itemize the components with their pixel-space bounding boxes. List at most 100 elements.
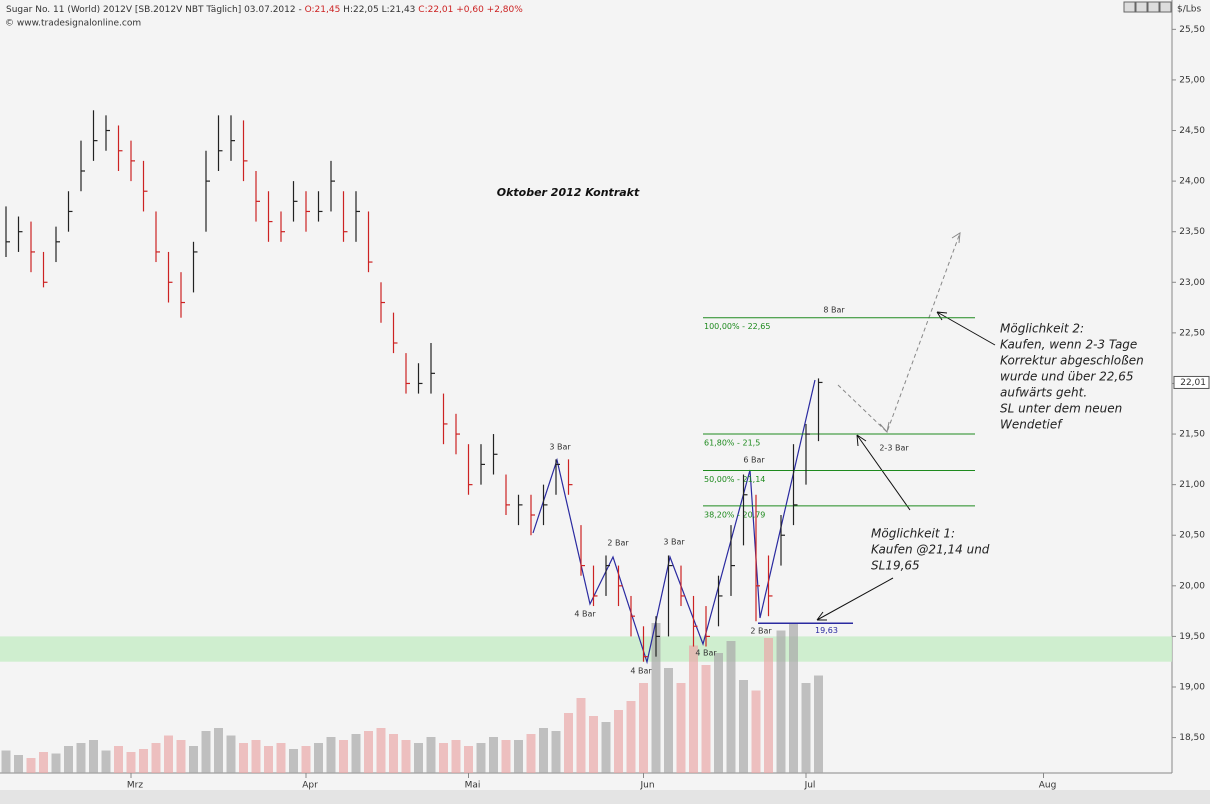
note-line: Möglichkeit 2: bbox=[1000, 322, 1084, 336]
volume-bar bbox=[76, 743, 86, 773]
volume-bar bbox=[601, 722, 611, 773]
volume-bar bbox=[239, 743, 248, 773]
volume-bar bbox=[476, 743, 486, 773]
volume-bar bbox=[776, 630, 786, 773]
x-tick-label: Jul bbox=[804, 781, 816, 791]
y-tick-label: 22,50 bbox=[1179, 328, 1205, 338]
volume-bar bbox=[114, 746, 123, 773]
volume-bar bbox=[526, 734, 536, 773]
volume-bar bbox=[189, 746, 198, 773]
projection bbox=[837, 232, 961, 433]
header-segment: Sugar No. 11 (World) 2012V [SB.2012V NBT… bbox=[6, 5, 305, 15]
volume-bar bbox=[464, 746, 473, 773]
volume-bar bbox=[739, 680, 748, 773]
bar-count-label: 2-3 Bar bbox=[879, 444, 909, 453]
volume-bar bbox=[226, 735, 236, 773]
volume-bar bbox=[676, 683, 686, 773]
volume-bar bbox=[301, 746, 311, 773]
bar-count-label: 4 Bar bbox=[630, 667, 652, 676]
note-line: aufwärts geht. bbox=[1000, 386, 1087, 400]
volume-bar bbox=[764, 638, 773, 773]
volume-bar bbox=[151, 743, 161, 773]
volume-bar bbox=[514, 740, 523, 773]
y-tick-label: 19,00 bbox=[1179, 682, 1205, 692]
y-tick-label: 23,50 bbox=[1179, 227, 1205, 237]
x-tick-label: Aug bbox=[1039, 781, 1057, 791]
volume-bar bbox=[314, 743, 323, 773]
volume-bar bbox=[401, 740, 411, 773]
volume-bar bbox=[726, 641, 736, 773]
note-line: Wendetief bbox=[1000, 418, 1063, 432]
stop-label: 19,63 bbox=[815, 626, 838, 635]
x-tick-label: Jun bbox=[639, 781, 654, 791]
volume-bar bbox=[751, 690, 761, 773]
fib-label: 38,20% - 20,79 bbox=[704, 510, 765, 519]
volume-bar bbox=[364, 731, 373, 773]
support-zone bbox=[0, 636, 1172, 662]
volume-bar bbox=[714, 653, 723, 773]
header-segment: H:22,05 L:21,43 bbox=[340, 5, 418, 15]
volume-bar bbox=[814, 675, 823, 773]
y-tick-label: 21,50 bbox=[1179, 430, 1205, 440]
volume-bar bbox=[576, 698, 586, 773]
y-tick-label: 19,50 bbox=[1179, 632, 1205, 642]
y-tick-label: 23,00 bbox=[1179, 278, 1205, 288]
x-tick-label: Mai bbox=[465, 781, 481, 791]
volume-bar bbox=[389, 734, 398, 773]
volume-bar bbox=[64, 746, 73, 773]
volume-bar bbox=[489, 737, 498, 773]
volume-bar bbox=[339, 740, 348, 773]
volume-bar bbox=[501, 740, 511, 773]
button-right[interactable] bbox=[1135, 1, 1148, 13]
x-tick-label: Apr bbox=[302, 781, 318, 791]
volume-bar bbox=[14, 755, 23, 773]
bar-count-label: 4 Bar bbox=[695, 649, 717, 658]
volume-bar bbox=[789, 623, 798, 773]
y-tick-label: 25,50 bbox=[1179, 25, 1205, 35]
note-line: Möglichkeit 1: bbox=[871, 527, 955, 541]
y-tick-label: 25,00 bbox=[1179, 75, 1205, 85]
volume-bar bbox=[326, 737, 336, 773]
volume-bar bbox=[51, 753, 61, 773]
volume-bar bbox=[351, 734, 361, 773]
volume-bar bbox=[39, 752, 48, 773]
volume-bar bbox=[564, 713, 573, 773]
projection-arrowheads bbox=[879, 232, 961, 434]
bar-count-label: 3 Bar bbox=[663, 538, 685, 547]
note-line: Korrektur abgeschloßen bbox=[1000, 354, 1144, 368]
volume-bar bbox=[126, 752, 136, 773]
volume-bar bbox=[26, 758, 36, 773]
y-tick-label: 20,00 bbox=[1179, 581, 1205, 591]
button-left[interactable] bbox=[1123, 1, 1136, 13]
window-buttons[interactable] bbox=[1123, 1, 1172, 13]
last-price-box bbox=[1173, 375, 1210, 389]
fib-label: 50,00% - 21,14 bbox=[704, 475, 765, 484]
bar-count-label: 6 Bar bbox=[743, 456, 765, 465]
volume-bar bbox=[439, 743, 448, 773]
volume-bar bbox=[264, 746, 273, 773]
volume-bar bbox=[701, 665, 711, 773]
volume-bar bbox=[426, 737, 436, 773]
scrollbar[interactable] bbox=[0, 790, 1210, 804]
volume-bar bbox=[276, 743, 286, 773]
header: Sugar No. 11 (World) 2012V [SB.2012V NBT… bbox=[6, 5, 523, 15]
note-line: wurde und über 22,65 bbox=[1000, 370, 1134, 384]
volume-bar bbox=[689, 645, 698, 773]
volume-bar bbox=[176, 740, 186, 773]
button-restore[interactable] bbox=[1147, 1, 1160, 13]
volume-bar bbox=[626, 701, 636, 773]
volume-bar bbox=[289, 749, 298, 773]
y-tick-label: 21,00 bbox=[1179, 480, 1205, 490]
source: © www.tradesignalonline.com bbox=[5, 19, 141, 29]
volume-bar bbox=[801, 683, 811, 773]
volume-bar bbox=[664, 668, 673, 773]
button-close[interactable] bbox=[1159, 1, 1172, 13]
volume-bar bbox=[251, 740, 261, 773]
bar-count-label: 4 Bar bbox=[574, 610, 596, 619]
volume-bar bbox=[139, 749, 148, 773]
volume-bar bbox=[201, 731, 211, 773]
volume-bar bbox=[451, 740, 461, 773]
volume-bar bbox=[651, 623, 661, 773]
